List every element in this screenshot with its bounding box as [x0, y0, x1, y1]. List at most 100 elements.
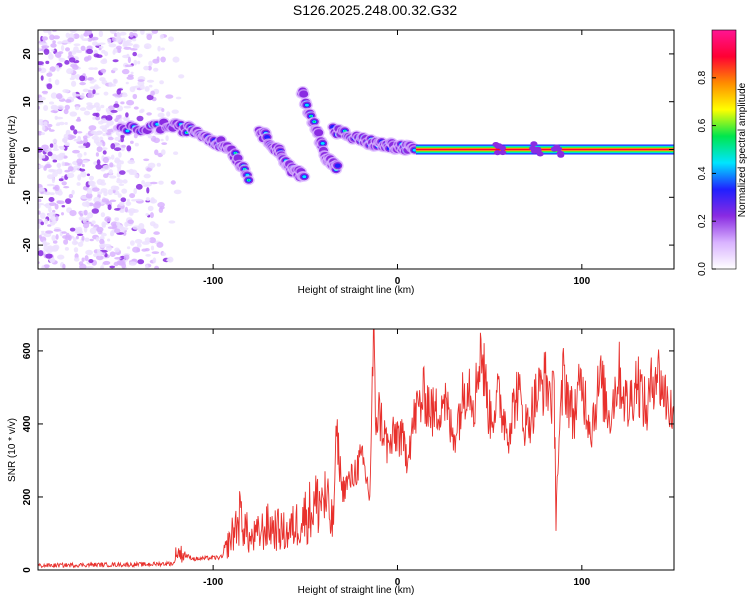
noise-blob — [95, 164, 103, 170]
noise-blob — [172, 56, 180, 63]
noise-blob — [108, 81, 113, 88]
noise-blob — [49, 143, 54, 148]
noise-blob — [145, 264, 149, 269]
noise-blob — [93, 202, 101, 209]
noise-blob — [58, 178, 64, 182]
colorbar-ticks: 0.0 0.2 0.4 0.6 0.8 — [697, 70, 716, 276]
noise-blob — [173, 151, 179, 155]
noise-blob — [40, 75, 44, 81]
noise-blob — [114, 208, 122, 211]
noise-blob — [45, 60, 50, 65]
noise-blob — [96, 255, 104, 261]
noise-blob — [121, 93, 128, 98]
noise-blob — [160, 138, 164, 142]
noise-blob — [43, 191, 52, 196]
noise-blob — [55, 190, 60, 195]
noise-blob — [76, 226, 83, 232]
noise-blob — [73, 129, 78, 135]
noise-blob — [152, 257, 157, 264]
noise-blob — [45, 248, 53, 254]
noise-blob — [87, 92, 95, 99]
noise-blob — [137, 79, 145, 82]
noise-blob — [46, 72, 53, 77]
noise-blob — [110, 154, 115, 160]
noise-blob — [40, 212, 46, 219]
noise-blob — [100, 59, 108, 65]
noise-blob — [80, 34, 84, 40]
noise-blob — [145, 213, 149, 216]
noise-blob — [81, 163, 85, 168]
noise-blob — [100, 265, 104, 269]
noise-blob — [38, 234, 42, 239]
noise-blob — [43, 48, 50, 55]
noise-blob — [81, 92, 85, 96]
colorbar-tick-label: 0.0 — [697, 262, 708, 276]
noise-blob — [114, 157, 121, 164]
noise-blob — [72, 64, 79, 70]
noise-blob — [141, 180, 146, 185]
snr-y-tick-label: 600 — [22, 342, 33, 359]
noise-blob — [102, 133, 106, 137]
noise-blob — [48, 77, 52, 83]
noise-blob — [116, 221, 121, 227]
noise-blob — [98, 243, 106, 248]
noise-blob — [112, 67, 118, 72]
noise-blob — [75, 235, 79, 240]
noise-blob — [73, 165, 81, 171]
noise-blob — [143, 184, 148, 187]
noise-blob — [119, 170, 126, 175]
noise-blob — [160, 56, 166, 63]
noise-blob — [91, 220, 96, 225]
noise-blob — [126, 99, 135, 106]
noise-blob — [71, 240, 78, 246]
noise-blob — [100, 68, 107, 73]
noise-blob — [38, 96, 46, 101]
noise-blob — [121, 144, 126, 148]
noise-blob — [121, 188, 128, 194]
spectrogram-y-axis-label: Frequency (Hz) — [7, 116, 18, 185]
noise-blob — [126, 145, 132, 152]
noise-blob — [170, 180, 176, 185]
noise-blob — [125, 201, 132, 207]
noise-blob — [144, 86, 150, 92]
noise-blob — [51, 177, 56, 184]
noise-blob — [69, 30, 77, 33]
noise-blob — [157, 112, 165, 118]
noise-blob — [103, 91, 109, 96]
noise-blob — [83, 138, 88, 144]
noise-blob — [136, 115, 144, 122]
noise-blob — [49, 202, 57, 207]
noise-blob — [99, 125, 108, 130]
colorbar: 0.0 0.2 0.4 0.6 0.8 Normalized spectral ampl… — [697, 29, 748, 276]
noise-blob — [93, 67, 98, 70]
noise-blob — [81, 235, 85, 241]
noise-blob — [149, 181, 158, 185]
noise-blob — [151, 30, 159, 34]
noise-blob — [79, 75, 86, 82]
noise-blob — [40, 232, 47, 236]
noise-blob — [114, 32, 118, 37]
noise-blob — [146, 167, 153, 172]
noise-blob — [43, 204, 50, 207]
noise-blob — [105, 108, 110, 112]
noise-blob — [149, 221, 156, 227]
noise-blob — [81, 160, 89, 163]
noise-blob — [38, 119, 44, 123]
colorbar-tick-label: 0.6 — [697, 118, 708, 132]
noise-blob — [69, 210, 77, 217]
noise-blob — [46, 183, 55, 187]
noise-blob — [91, 36, 99, 41]
noise-blob — [146, 187, 150, 194]
noise-blob — [143, 158, 150, 162]
colorbar-bar — [711, 29, 737, 270]
arc-core — [264, 135, 271, 140]
noise-blob — [175, 96, 182, 100]
noise-blob — [72, 33, 80, 39]
noise-blob — [101, 147, 108, 151]
noise-blob — [38, 61, 44, 66]
noise-blob — [146, 33, 152, 41]
noise-blob — [54, 203, 59, 210]
noise-blob — [41, 36, 49, 41]
